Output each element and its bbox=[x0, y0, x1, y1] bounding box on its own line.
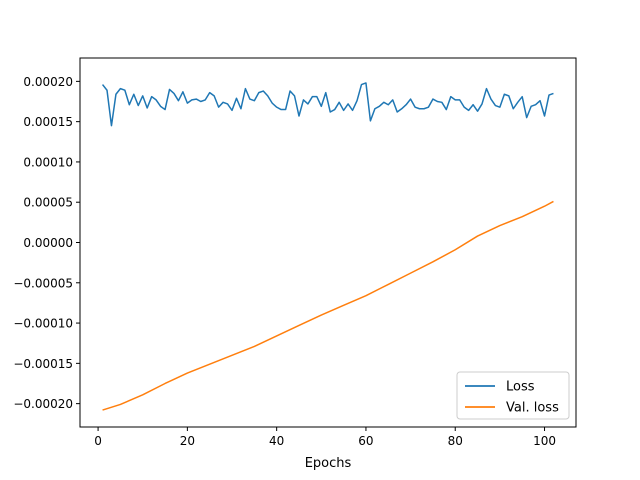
x-tick-label: 0 bbox=[94, 434, 102, 448]
y-tick-label: −0.00015 bbox=[13, 357, 73, 371]
y-tick-label: 0.00010 bbox=[23, 155, 73, 169]
y-tick-label: 0.00020 bbox=[23, 75, 73, 89]
x-tick-label: 60 bbox=[358, 434, 373, 448]
x-axis: 0 20 40 60 80 100 bbox=[94, 427, 556, 448]
legend-label-loss: Loss bbox=[506, 380, 535, 395]
series-line-loss bbox=[101, 82, 554, 127]
y-tick-label: −0.00010 bbox=[13, 317, 73, 331]
x-tick-label: 20 bbox=[180, 434, 195, 448]
series-layer bbox=[101, 82, 554, 411]
legend: Loss Val. loss bbox=[456, 371, 570, 420]
series-line-val-loss bbox=[102, 200, 554, 411]
legend-label-val-loss: Val. loss bbox=[506, 401, 559, 416]
y-tick-label: 0.00000 bbox=[23, 236, 73, 250]
y-tick-label: 0.00005 bbox=[23, 196, 73, 210]
y-tick-label: −0.00005 bbox=[13, 276, 73, 290]
x-tick-label: 80 bbox=[448, 434, 463, 448]
x-tick-label: 40 bbox=[269, 434, 284, 448]
x-tick-label: 100 bbox=[533, 434, 556, 448]
x-axis-label: Epochs bbox=[305, 456, 352, 471]
y-tick-label: −0.00020 bbox=[13, 397, 73, 411]
y-axis: −0.00020 −0.00015 −0.00010 −0.00005 0.00000 0… bbox=[13, 75, 80, 411]
y-tick-label: 0.00015 bbox=[23, 115, 73, 129]
